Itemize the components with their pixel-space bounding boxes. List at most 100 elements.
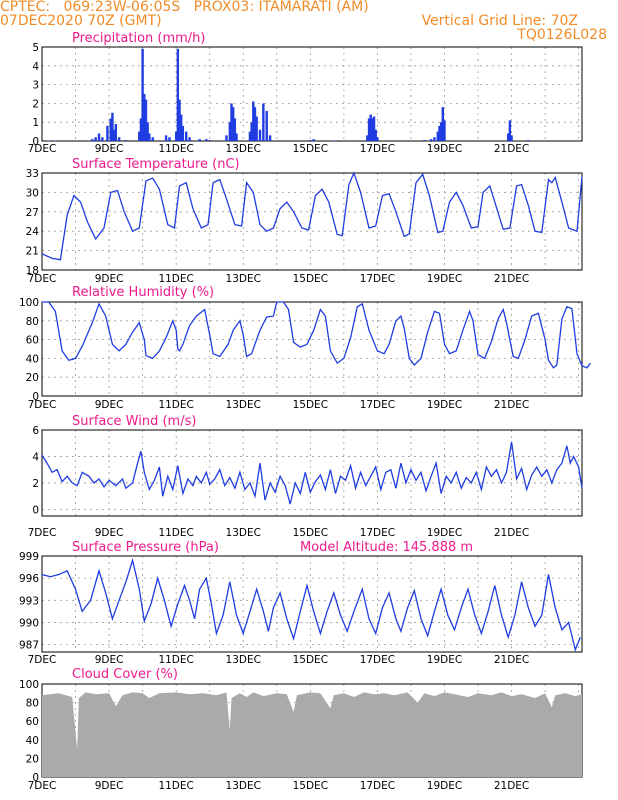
y-tick-label: 27 bbox=[26, 207, 39, 219]
precip-bar bbox=[185, 131, 188, 141]
x-tick-label: 19DEC bbox=[427, 143, 462, 155]
x-tick-label: 11DEC bbox=[158, 527, 193, 539]
x-tick-label: 13DEC bbox=[226, 273, 261, 285]
model-altitude-label: Model Altitude: 145.888 m bbox=[300, 540, 473, 555]
precip-bar bbox=[205, 139, 208, 141]
precip-bar bbox=[138, 131, 141, 141]
x-tick-label: 11DEC bbox=[158, 780, 193, 792]
x-tick-label: 9DEC bbox=[95, 143, 124, 155]
x-tick-label: 19DEC bbox=[427, 527, 462, 539]
precip-bar bbox=[114, 124, 117, 141]
precip-bar bbox=[248, 131, 252, 141]
x-tick-label: 11DEC bbox=[158, 143, 193, 155]
precip-bar bbox=[230, 103, 233, 141]
precip-bar bbox=[208, 140, 211, 141]
precip-bar bbox=[258, 129, 262, 141]
x-tick-label: 17DEC bbox=[360, 399, 395, 411]
panel-title: Surface Pressure (hPa) bbox=[72, 540, 219, 555]
x-tick-label: 19DEC bbox=[427, 654, 462, 666]
precip-bar bbox=[233, 118, 237, 141]
y-tick-label: 993 bbox=[19, 595, 39, 607]
y-tick-label: 30 bbox=[26, 187, 39, 199]
precip-bar bbox=[439, 122, 443, 141]
precip-bar bbox=[309, 140, 312, 141]
series-line bbox=[41, 171, 583, 261]
y-tick-label: 996 bbox=[19, 573, 39, 585]
precip-bar bbox=[438, 125, 441, 141]
y-tick-label: 100 bbox=[19, 297, 39, 309]
x-tick-label: 7DEC bbox=[28, 780, 57, 792]
precip-bar bbox=[235, 133, 238, 141]
precip-bar bbox=[47, 140, 50, 142]
precip-bar bbox=[112, 129, 116, 141]
x-tick-label: 21DEC bbox=[494, 780, 529, 792]
precip-bar bbox=[255, 116, 258, 141]
precip-bar bbox=[268, 135, 272, 141]
precip-bar bbox=[507, 133, 510, 141]
panel-frame bbox=[41, 301, 583, 397]
y-tick-label: 40 bbox=[26, 735, 39, 747]
y-tick-label: 987 bbox=[19, 640, 39, 652]
precip-bar bbox=[97, 133, 101, 141]
y-tick-label: 80 bbox=[26, 316, 39, 328]
series-line bbox=[41, 557, 581, 652]
x-tick-label: 21DEC bbox=[494, 143, 529, 155]
panel-frame bbox=[41, 555, 583, 653]
y-tick-label: 4 bbox=[32, 61, 39, 73]
cloud-cover-area bbox=[42, 692, 582, 777]
y-tick-label: 3 bbox=[32, 80, 39, 92]
y-tick-label: 60 bbox=[26, 335, 39, 347]
panel-title: Precipitation (mm/h) bbox=[72, 31, 205, 46]
precip-bar bbox=[228, 122, 232, 141]
precip-bar bbox=[429, 139, 433, 141]
precip-bar bbox=[332, 140, 336, 141]
y-tick-label: 2 bbox=[32, 478, 39, 490]
x-tick-label: 17DEC bbox=[360, 780, 395, 792]
precip-bar bbox=[250, 122, 253, 141]
y-tick-label: 40 bbox=[26, 353, 39, 365]
panel-title: Surface Temperature (nC) bbox=[72, 157, 240, 172]
y-tick-label: 0 bbox=[32, 772, 39, 784]
y-tick-label: 21 bbox=[26, 246, 39, 258]
precip-bar bbox=[188, 137, 191, 141]
precip-bar bbox=[252, 101, 255, 141]
y-tick-label: 2 bbox=[32, 98, 39, 110]
precip-bar bbox=[366, 135, 369, 141]
x-tick-label: 7DEC bbox=[28, 273, 57, 285]
x-tick-label: 11DEC bbox=[158, 654, 193, 666]
precip-bar bbox=[54, 140, 57, 142]
y-tick-label: 6 bbox=[32, 425, 39, 437]
precip-bar bbox=[101, 137, 104, 141]
x-tick-label: 13DEC bbox=[226, 654, 261, 666]
x-tick-label: 17DEC bbox=[360, 273, 395, 285]
precip-bar bbox=[225, 135, 228, 141]
precip-bar bbox=[124, 140, 128, 141]
x-tick-label: 7DEC bbox=[28, 654, 57, 666]
precip-bar bbox=[372, 116, 376, 141]
x-tick-label: 17DEC bbox=[360, 527, 395, 539]
precip-bar bbox=[376, 137, 379, 141]
x-tick-label: 13DEC bbox=[226, 780, 261, 792]
x-tick-label: 17DEC bbox=[360, 143, 395, 155]
x-tick-label: 7DEC bbox=[28, 399, 57, 411]
precip-bar bbox=[527, 140, 530, 141]
precip-bar bbox=[148, 133, 151, 141]
x-tick-label: 17DEC bbox=[360, 654, 395, 666]
precip-bar bbox=[433, 137, 436, 141]
precip-bar bbox=[179, 114, 183, 141]
precip-bar bbox=[176, 48, 180, 141]
x-tick-label: 15DEC bbox=[293, 780, 328, 792]
y-tick-label: 990 bbox=[19, 617, 39, 629]
precip-bar bbox=[111, 112, 114, 141]
x-tick-label: 19DEC bbox=[427, 780, 462, 792]
precip-bar bbox=[151, 137, 154, 141]
x-tick-label: 7DEC bbox=[28, 527, 57, 539]
precip-bar bbox=[436, 131, 439, 141]
x-tick-label: 9DEC bbox=[95, 527, 124, 539]
precip-bar bbox=[374, 129, 377, 141]
precip-bar bbox=[231, 107, 235, 141]
precip-bar bbox=[91, 139, 94, 141]
y-tick-label: 0 bbox=[32, 504, 39, 516]
x-tick-label: 7DEC bbox=[28, 143, 57, 155]
precip-bar bbox=[510, 135, 513, 141]
